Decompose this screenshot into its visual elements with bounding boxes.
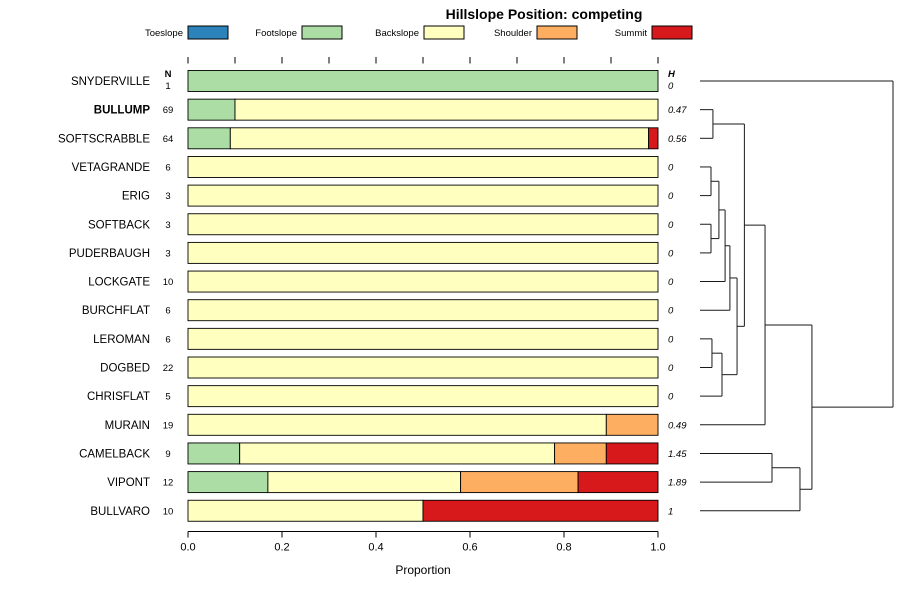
n-value: 12 <box>163 478 174 489</box>
n-value: 10 <box>163 506 174 517</box>
legend-swatch-summit <box>651 25 693 40</box>
n-column-header: N <box>165 69 172 80</box>
bar-segment-summit <box>577 471 659 494</box>
row-label-murain: MURAIN <box>105 420 150 432</box>
h-value: 0.56 <box>668 134 687 145</box>
h-value: 0 <box>668 248 674 259</box>
x-tick-label: 0.6 <box>462 542 477 554</box>
n-value: 5 <box>165 392 170 403</box>
row-label-chrisflat: CHRISFLAT <box>87 391 150 403</box>
bar-segment-backslope <box>187 270 659 293</box>
chart-title: Hillslope Position: competing <box>445 6 643 22</box>
bar-segment-footslope <box>187 70 659 92</box>
row-label-bullvaro: BULLVARO <box>90 506 150 518</box>
bar-segment-backslope <box>187 385 659 408</box>
n-value: 19 <box>163 420 174 431</box>
h-value: 0 <box>668 220 674 231</box>
x-axis-label: Proportion <box>395 563 451 577</box>
n-value: 3 <box>165 191 170 202</box>
row-label-snyderville: SNYDERVILLE <box>71 76 150 88</box>
n-value: 64 <box>163 134 174 145</box>
h-value: 1.89 <box>668 478 687 489</box>
h-value: 0 <box>668 191 674 202</box>
row-label-burchflat: BURCHFLAT <box>82 305 150 317</box>
n-value: 22 <box>163 363 174 374</box>
n-value: 69 <box>163 105 174 116</box>
bar-segment-footslope <box>187 127 231 150</box>
h-value: 0 <box>668 306 674 317</box>
legend-label-footslope: Footslope <box>255 28 297 39</box>
bar-segment-summit <box>648 127 659 150</box>
n-value: 3 <box>165 248 170 259</box>
legend-swatch-toeslope <box>187 25 229 40</box>
n-value: 6 <box>165 334 170 345</box>
row-label-vetagrande: VETAGRANDE <box>72 162 151 174</box>
h-value: 1 <box>668 506 673 517</box>
h-value: 1.45 <box>668 449 687 460</box>
bar-segment-backslope <box>187 213 659 236</box>
row-label-erig: ERIG <box>122 191 150 203</box>
legend-swatch-shoulder <box>536 25 578 40</box>
x-tick-label: 1.0 <box>650 542 665 554</box>
n-value: 6 <box>165 306 170 317</box>
bar-segment-footslope <box>187 98 236 121</box>
bar-segment-footslope <box>187 442 241 465</box>
h-value: 0 <box>668 162 674 173</box>
bar-segment-shoulder <box>605 413 659 436</box>
bar-segment-summit <box>422 499 659 522</box>
bar-segment-backslope <box>187 299 659 322</box>
n-value: 9 <box>165 449 170 460</box>
bar-segment-backslope <box>229 127 650 150</box>
row-label-leroman: LEROMAN <box>93 334 150 346</box>
legend-label-toeslope: Toeslope <box>145 28 183 39</box>
row-label-bullump: BULLUMP <box>94 105 151 117</box>
n-value: 3 <box>165 220 170 231</box>
bar-segment-shoulder <box>460 471 579 494</box>
bar-segment-backslope <box>187 155 659 178</box>
row-label-puderbaugh: PUDERBAUGH <box>69 248 150 260</box>
h-column-header: H <box>668 69 676 80</box>
n-value: 10 <box>163 277 174 288</box>
bar-segment-summit <box>605 442 659 465</box>
n-value: 6 <box>165 162 170 173</box>
row-label-vipont: VIPONT <box>107 477 150 489</box>
h-value: 0 <box>668 81 674 92</box>
h-value: 0 <box>668 363 674 374</box>
bar-segment-backslope <box>187 499 424 522</box>
row-label-camelback: CAMELBACK <box>79 448 150 460</box>
h-value: 0.49 <box>668 420 687 431</box>
legend-label-shoulder: Shoulder <box>494 28 532 39</box>
n-value: 1 <box>165 81 170 92</box>
bar-segment-backslope <box>187 184 659 207</box>
row-label-lockgate: LOCKGATE <box>88 277 150 289</box>
row-label-dogbed: DOGBED <box>100 363 150 375</box>
x-tick-label: 0.0 <box>180 542 195 554</box>
h-value: 0 <box>668 334 674 345</box>
h-value: 0.47 <box>668 105 687 116</box>
bar-segment-backslope <box>187 241 659 264</box>
row-label-softscrabble: SOFTSCRABBLE <box>58 133 150 145</box>
x-tick-label: 0.4 <box>368 542 383 554</box>
bar-segment-backslope <box>187 413 607 436</box>
h-value: 0 <box>668 392 674 403</box>
bar-segment-shoulder <box>554 442 607 465</box>
h-value: 0 <box>668 277 674 288</box>
bar-segment-backslope <box>267 471 462 494</box>
legend-label-backslope: Backslope <box>375 28 419 39</box>
legend-swatch-backslope <box>423 25 465 40</box>
legend-swatch-footslope <box>301 25 343 40</box>
bar-segment-backslope <box>234 98 659 121</box>
legend-label-summit: Summit <box>615 28 648 39</box>
bar-segment-footslope <box>187 471 269 494</box>
bar-segment-backslope <box>239 442 556 465</box>
row-label-softback: SOFTBACK <box>88 219 150 231</box>
x-tick-label: 0.2 <box>274 542 289 554</box>
bar-segment-backslope <box>187 327 659 350</box>
x-tick-label: 0.8 <box>556 542 571 554</box>
bar-segment-backslope <box>187 356 659 379</box>
